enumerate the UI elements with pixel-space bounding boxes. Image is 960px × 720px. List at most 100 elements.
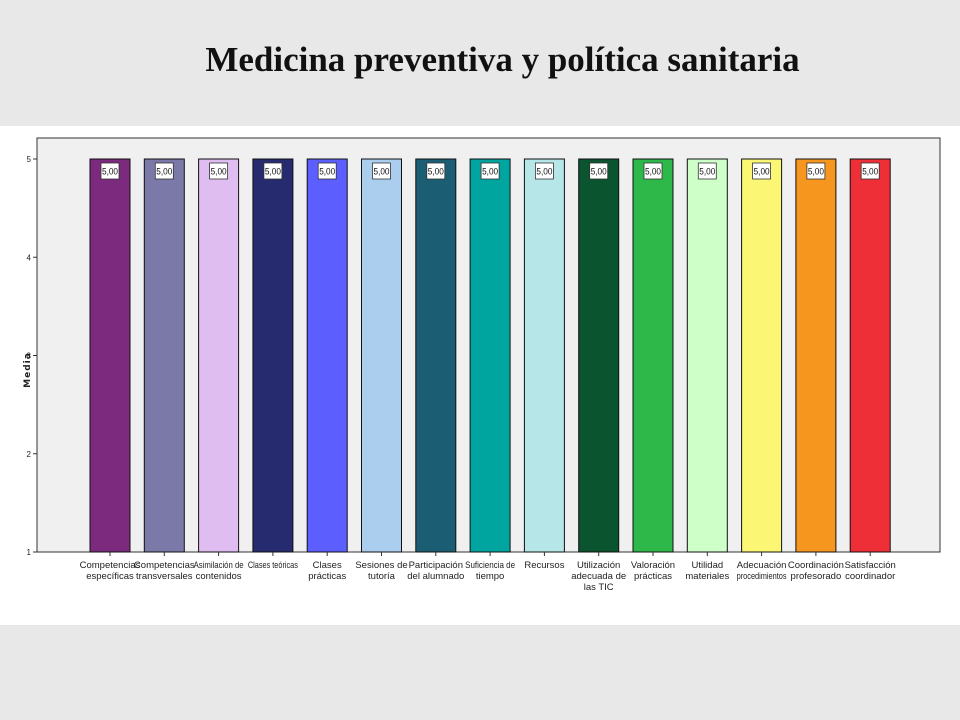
data-label-box xyxy=(426,162,446,180)
bar xyxy=(578,158,620,553)
x-tick-label: Competencias transversales xyxy=(134,560,195,582)
x-tick-label: Coordinación profesorado xyxy=(788,560,844,582)
y-tick-label: 4 xyxy=(27,253,32,262)
x-tick-label-line: Utilización xyxy=(577,560,620,571)
y-tick-label: 1 xyxy=(27,548,32,557)
bars-group: 5,00 5,00 5,00 5,00 5,00 5,00 5,00 5,00 5,00 5,00… xyxy=(89,158,891,553)
x-tick-label-line: transversales xyxy=(136,571,193,582)
x-tick-label-line: Participación xyxy=(409,560,463,571)
x-tick-label-line: tiempo xyxy=(476,571,505,582)
x-tick-label-line: las TIC xyxy=(584,582,614,593)
x-tick-label-line: materiales xyxy=(685,571,729,582)
x-tick-label-line: contenidos xyxy=(196,571,242,582)
x-tick-label-line: Competencias xyxy=(80,560,141,571)
x-tick-label-line: prácticas xyxy=(308,571,346,582)
x-tick-label: Adecuación procedimientos xyxy=(737,560,787,582)
data-label: 5,00 xyxy=(319,167,335,178)
data-label-box xyxy=(154,162,174,180)
data-label-box xyxy=(697,162,717,180)
bar xyxy=(523,158,565,553)
data-label: 5,00 xyxy=(862,167,878,178)
data-label: 5,00 xyxy=(482,167,498,178)
x-tick-label-line: adecuada de xyxy=(571,571,626,582)
data-label-box xyxy=(806,162,826,180)
data-label: 5,00 xyxy=(428,167,444,178)
bar xyxy=(632,158,674,553)
x-tick-label: Participación del alumnado xyxy=(407,560,464,582)
data-label-box xyxy=(860,162,880,180)
bar xyxy=(795,158,837,553)
data-label: 5,00 xyxy=(645,167,661,178)
x-tick-label-line: Valoración xyxy=(631,560,675,571)
bar xyxy=(252,158,294,553)
y-tick-label: 3 xyxy=(27,352,32,361)
slide-title: Medicina preventiva y política sanitaria xyxy=(205,40,800,79)
data-label: 5,00 xyxy=(265,167,281,178)
y-tick-label: 5 xyxy=(27,155,32,164)
x-tick-label: Utilidad materiales xyxy=(685,560,729,582)
x-tick-label: Valoración prácticas xyxy=(631,560,675,582)
data-label: 5,00 xyxy=(808,167,824,178)
x-tick-label-line: Coordinación xyxy=(788,560,844,571)
data-label: 5,00 xyxy=(536,167,552,178)
x-tick-label-line: Sesiones de xyxy=(355,560,407,571)
data-label-box xyxy=(372,162,391,180)
x-tick-label: Clases prácticas xyxy=(308,560,346,582)
bar xyxy=(361,158,402,553)
x-tick-label-line: Utilidad xyxy=(691,560,723,571)
y-tick-label: 2 xyxy=(27,450,32,459)
x-tick-label: Competencias específicas xyxy=(80,560,141,582)
x-tick-label: Satisfacción coordinador xyxy=(845,560,896,582)
data-label-box xyxy=(263,162,283,180)
data-label: 5,00 xyxy=(591,167,607,178)
x-tick-label: Clases teóricas xyxy=(248,560,298,571)
bar xyxy=(849,158,891,553)
x-tick-label-line: tutoría xyxy=(368,571,396,582)
y-axis: 1 2 3 4 5 xyxy=(27,155,37,557)
x-tick-label-line: Suficiencia de xyxy=(465,560,515,571)
data-label-box xyxy=(317,162,337,180)
y-axis-label: Media xyxy=(23,352,33,388)
x-tick-label-line: Adecuación xyxy=(737,560,787,571)
x-tick-label-line: específicas xyxy=(86,571,134,582)
data-label: 5,00 xyxy=(699,167,715,178)
x-tick-label: Recursos xyxy=(524,560,564,571)
x-tick-label-line: Competencias xyxy=(134,560,195,571)
data-label-box xyxy=(209,162,229,180)
data-label-box xyxy=(643,162,663,180)
data-label: 5,00 xyxy=(102,167,118,178)
data-label: 5,00 xyxy=(754,167,770,178)
bar xyxy=(198,158,240,553)
x-tick-label: Asimilación de contenidos xyxy=(194,560,244,582)
data-label-box xyxy=(100,162,120,180)
bar xyxy=(143,158,185,553)
x-tick-label-line: Satisfacción xyxy=(845,560,896,571)
data-label-box xyxy=(589,162,609,180)
x-tick-label-line: procedimientos xyxy=(737,571,787,582)
data-label: 5,00 xyxy=(211,167,227,178)
bar xyxy=(89,158,131,553)
bar xyxy=(415,158,457,553)
x-tick-label-line: Recursos xyxy=(524,560,564,571)
x-tick-label-line: prácticas xyxy=(634,571,672,582)
x-tick-label-line: del alumnado xyxy=(407,571,464,582)
bar xyxy=(741,158,783,553)
bar xyxy=(686,158,728,553)
data-label: 5,00 xyxy=(156,167,172,178)
x-tick-label-line: coordinador xyxy=(845,571,895,582)
bar xyxy=(469,158,511,553)
x-tick-label-line: profesorado xyxy=(791,571,842,582)
data-label-box xyxy=(535,162,554,180)
data-label: 5,00 xyxy=(374,167,390,178)
bar xyxy=(306,158,348,553)
x-tick-label-line: Clases teóricas xyxy=(248,560,298,571)
x-tick-label: Sesiones de tutoría xyxy=(355,560,407,582)
x-tick-label: Suficiencia de tiempo xyxy=(465,560,515,582)
x-tick-label: Utilización adecuada de las TIC xyxy=(571,560,626,593)
x-tick-label-line: Asimilación de xyxy=(194,560,244,571)
data-label-box xyxy=(480,162,500,180)
data-label-box xyxy=(752,162,771,180)
